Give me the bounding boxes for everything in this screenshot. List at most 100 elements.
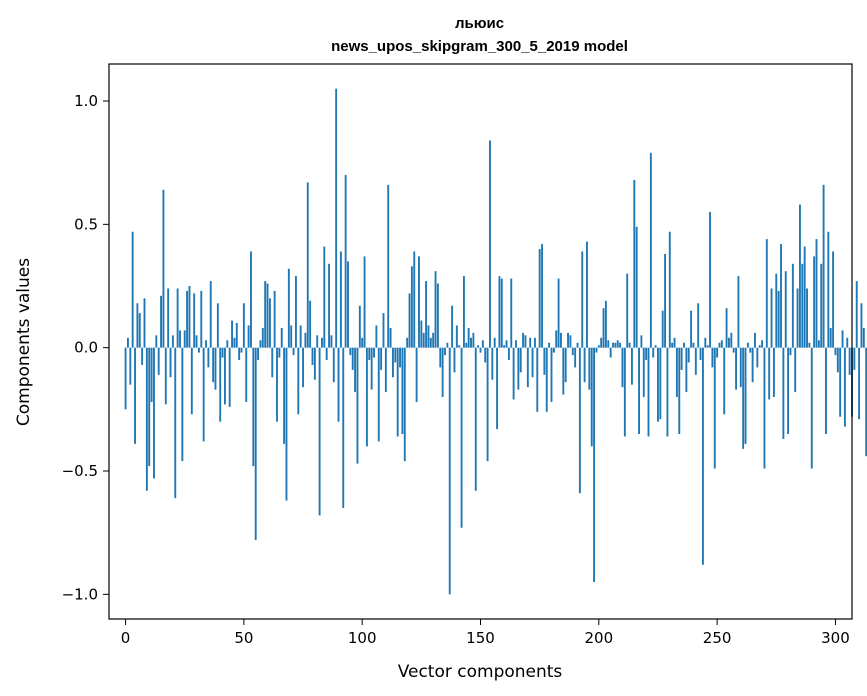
bar <box>181 347 184 462</box>
bar <box>742 347 745 449</box>
bar <box>564 347 567 383</box>
bar <box>498 276 501 348</box>
bar <box>356 347 359 464</box>
bar <box>311 347 314 365</box>
bar <box>380 347 383 370</box>
bar <box>671 342 674 348</box>
bar <box>453 347 456 373</box>
bar <box>751 347 754 383</box>
bar <box>668 231 671 348</box>
bar <box>612 342 614 348</box>
bar <box>408 293 411 348</box>
bar <box>136 303 139 348</box>
bar <box>167 288 170 348</box>
bar <box>186 290 189 348</box>
bar <box>354 347 357 393</box>
bar <box>600 337 603 348</box>
bar <box>309 300 312 348</box>
bar <box>285 347 288 501</box>
bar <box>562 347 565 395</box>
bar <box>777 290 780 348</box>
bar <box>621 347 624 388</box>
bar <box>635 226 638 348</box>
bar <box>276 347 278 422</box>
bar <box>860 303 863 348</box>
bar <box>195 335 198 348</box>
x-tick-label: 100 <box>348 629 377 647</box>
bar <box>313 347 316 380</box>
bar <box>713 347 716 469</box>
bar <box>434 271 437 348</box>
bar <box>545 347 548 412</box>
bar <box>815 239 818 348</box>
bar <box>330 335 333 348</box>
bar <box>526 347 529 388</box>
bar <box>784 271 787 348</box>
bar <box>318 347 321 516</box>
bar <box>659 347 662 420</box>
bar <box>150 347 153 402</box>
bar <box>834 347 837 356</box>
bar <box>841 330 844 348</box>
bar <box>375 325 378 348</box>
bar <box>789 347 792 356</box>
bar <box>221 347 224 358</box>
bar <box>148 347 151 467</box>
bar <box>529 337 532 348</box>
bar <box>297 347 300 415</box>
bar <box>723 347 726 415</box>
bar <box>862 327 865 348</box>
bar <box>377 347 380 442</box>
bar <box>271 347 274 378</box>
bar <box>316 335 319 348</box>
bar <box>843 347 846 427</box>
y-tick-label: 0.0 <box>74 339 98 357</box>
bar <box>799 204 801 348</box>
bar <box>465 342 468 348</box>
bar <box>368 347 371 360</box>
x-tick-label: 0 <box>121 629 131 647</box>
bar <box>555 330 558 348</box>
bar <box>422 332 425 348</box>
bar <box>836 347 839 373</box>
bar <box>124 347 127 410</box>
bar <box>626 273 629 348</box>
bar <box>652 347 655 358</box>
bar <box>806 288 808 348</box>
bar <box>839 347 842 417</box>
bar <box>536 347 539 412</box>
bar <box>323 246 326 348</box>
bar <box>406 337 409 348</box>
bar <box>756 347 759 368</box>
bar <box>302 347 304 388</box>
bar <box>245 347 248 402</box>
bar <box>287 268 290 348</box>
bar <box>664 253 667 348</box>
bar <box>728 337 730 348</box>
bar <box>484 347 487 363</box>
bar <box>515 340 517 348</box>
bar <box>775 273 778 348</box>
bar <box>448 347 451 595</box>
x-tick-label: 200 <box>584 629 613 647</box>
bar <box>384 347 387 393</box>
bar <box>179 330 181 348</box>
bar <box>680 347 683 370</box>
bar <box>193 293 196 348</box>
bar <box>418 256 420 348</box>
bar <box>477 345 480 348</box>
bar <box>493 337 496 348</box>
bar <box>306 182 309 348</box>
bar <box>339 251 342 348</box>
bar <box>685 347 688 393</box>
bar <box>754 332 756 348</box>
bar <box>567 332 569 348</box>
bar <box>503 345 506 348</box>
bar <box>444 347 446 356</box>
bar <box>519 347 522 373</box>
bar <box>131 231 134 348</box>
bar <box>344 175 347 348</box>
bar <box>470 337 472 348</box>
bar <box>332 347 335 383</box>
